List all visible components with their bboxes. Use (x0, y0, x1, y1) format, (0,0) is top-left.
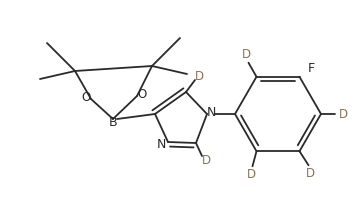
Text: D: D (339, 107, 347, 120)
Text: N: N (206, 106, 216, 119)
Text: D: D (194, 70, 204, 83)
Text: F: F (308, 62, 315, 75)
Text: D: D (247, 168, 256, 181)
Text: D: D (306, 167, 315, 180)
Text: D: D (201, 155, 210, 168)
Text: O: O (137, 88, 147, 101)
Text: O: O (82, 91, 91, 104)
Text: N: N (156, 138, 166, 150)
Text: B: B (109, 116, 117, 128)
Text: D: D (242, 48, 251, 61)
